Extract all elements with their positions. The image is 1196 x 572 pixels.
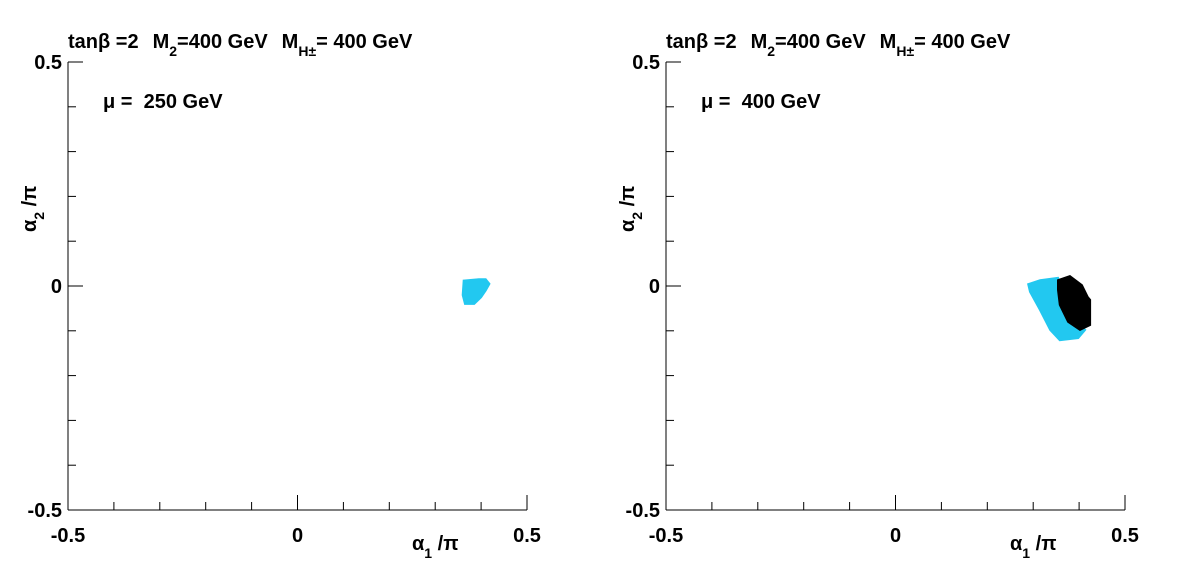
region (1057, 274, 1092, 332)
y-tick-label: 0.5 (632, 52, 660, 74)
text-part: =400 GeV (177, 31, 268, 53)
text-part: /π (1030, 533, 1056, 555)
region (461, 278, 491, 305)
y-tick-label: -0.5 (28, 500, 62, 522)
text-part: /π (617, 185, 639, 211)
text-part: /π (432, 533, 458, 555)
text-part: /π (19, 185, 41, 211)
x-tick-label: 0 (292, 525, 303, 547)
text-part: M (282, 31, 299, 53)
text-part: α (617, 219, 639, 232)
x-axis-label: α1 /π (1010, 533, 1057, 561)
text-part: = 400 GeV (914, 31, 1011, 53)
x-tick-label: 0.5 (1111, 525, 1139, 547)
x-axis-label: α1 /π (412, 533, 459, 561)
text-part: α (19, 219, 41, 232)
annotation: μ = 250 GeV (103, 91, 223, 113)
text-part: α (1010, 533, 1023, 555)
text-part: 2 (629, 212, 645, 220)
text-part: 2 (169, 43, 177, 59)
text-part: M (751, 31, 768, 53)
text-part: 1 (424, 545, 432, 561)
text-part: α (412, 533, 425, 555)
chart-title: tanβ =2 M2=400 GeV MH±= 400 GeV (68, 31, 413, 59)
text-part: H± (298, 43, 316, 59)
text-part: M (153, 31, 170, 53)
text-part: 2 (767, 43, 775, 59)
x-tick-label: 0.5 (513, 525, 541, 547)
text-part: tanβ =2 (68, 31, 139, 53)
text-part: H± (896, 43, 914, 59)
y-tick-label: 0 (51, 276, 62, 298)
text-part: M (880, 31, 897, 53)
text-part: 1 (1022, 545, 1030, 561)
y-tick-label: 0 (649, 276, 660, 298)
annotation: μ = 400 GeV (701, 91, 821, 113)
text-part: 2 (31, 212, 47, 220)
text-part: tanβ =2 (666, 31, 737, 53)
x-tick-label: -0.5 (649, 525, 683, 547)
chart-title: tanβ =2 M2=400 GeV MH±= 400 GeV (666, 31, 1011, 59)
y-tick-label: 0.5 (34, 52, 62, 74)
text-part: =400 GeV (775, 31, 866, 53)
y-tick-label: -0.5 (626, 500, 660, 522)
text-part: = 400 GeV (316, 31, 413, 53)
x-tick-label: 0 (890, 525, 901, 547)
x-tick-label: -0.5 (51, 525, 85, 547)
y-axis-label: α2 /π (19, 185, 47, 232)
y-axis-label: α2 /π (617, 185, 645, 232)
